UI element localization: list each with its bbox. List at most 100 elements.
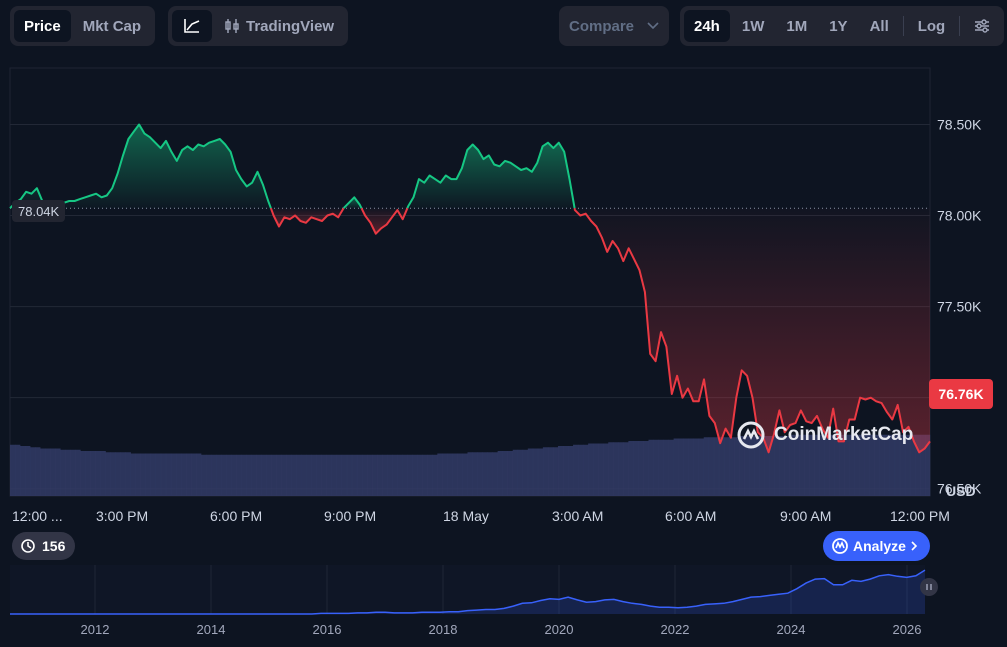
volume-bar	[909, 434, 916, 496]
price-area-up	[10, 124, 271, 209]
volume-bar	[160, 453, 167, 496]
volume-bar	[603, 443, 609, 496]
volume-bar	[507, 451, 514, 496]
volume-bar	[683, 438, 689, 496]
range-1w[interactable]: 1W	[741, 17, 765, 35]
volume-bar	[728, 437, 735, 496]
volume-bar	[366, 454, 373, 496]
volume-bar	[140, 453, 147, 496]
volume-bar	[457, 453, 463, 496]
volume-bar	[55, 448, 61, 496]
volume-bar	[392, 454, 398, 496]
volume-bar	[231, 454, 237, 496]
range-1y[interactable]: 1Y	[829, 17, 848, 35]
volume-bar	[764, 436, 770, 496]
history-badge[interactable]: 156	[12, 532, 76, 560]
volume-bar	[120, 452, 126, 496]
line-chart-button[interactable]	[172, 10, 212, 42]
range-1m[interactable]: 1M	[786, 17, 808, 35]
volume-bar	[673, 438, 679, 496]
overview-chart: 2012 2014 2016 2018 2020 2022 2024 2026	[10, 565, 926, 637]
volume-bar	[542, 447, 549, 496]
volume-bar	[422, 454, 428, 496]
volume-bar	[633, 441, 639, 496]
volume-bar	[779, 436, 785, 496]
volume-bar	[784, 436, 790, 496]
volume-bar	[35, 447, 41, 496]
tab-price[interactable]: Price	[14, 10, 71, 42]
volume-bar	[563, 446, 569, 496]
overview-tick-label: 2026	[893, 622, 922, 637]
baseline-price-label: 78.04K	[12, 200, 66, 222]
tab-mkt-cap[interactable]: Mkt Cap	[82, 17, 142, 35]
metric-toggle: Price Mkt Cap	[10, 6, 156, 46]
history-count: 156	[42, 538, 66, 554]
pause-icon	[926, 584, 932, 590]
volume-bar	[462, 453, 468, 496]
overview-tick-label: 2020	[545, 622, 574, 637]
volume-bar	[658, 439, 664, 496]
volume-bar	[663, 439, 669, 496]
overview-tick-label: 2018	[429, 622, 458, 637]
price-area-up	[343, 197, 362, 209]
overview-bg	[10, 565, 925, 614]
toolbar-divider	[902, 16, 904, 36]
volume-bar	[397, 454, 403, 496]
compare-dropdown[interactable]: Compare	[559, 6, 669, 46]
volume-bar	[859, 434, 865, 496]
volume-bar	[839, 434, 845, 496]
volume-bar	[190, 453, 197, 496]
volume-bar	[206, 454, 212, 496]
volume-bar	[804, 434, 810, 496]
volume-bar	[598, 443, 604, 496]
volume-bar	[824, 434, 830, 496]
price-areas	[10, 124, 930, 453]
volume-bar	[165, 453, 172, 496]
volume-bar	[568, 446, 574, 496]
volume-bar	[844, 434, 850, 496]
volume-bar	[85, 451, 91, 496]
overview-tick-label: 2014	[197, 622, 226, 637]
range-24h[interactable]: 24h	[684, 10, 730, 42]
volume-bar	[814, 434, 820, 496]
volume-bar	[201, 454, 207, 496]
volume-bar	[25, 446, 31, 496]
volume-bar	[351, 454, 358, 496]
volume-bar	[583, 444, 589, 496]
tradingview-button[interactable]: TradingView	[214, 10, 344, 42]
chevron-down-icon	[647, 22, 659, 30]
volume-bar	[135, 453, 142, 496]
volume-bar	[407, 454, 413, 496]
volume-bar	[382, 454, 388, 496]
sliders-icon	[975, 19, 990, 33]
overview-line	[10, 569, 926, 615]
analyze-button[interactable]: Analyze	[823, 531, 930, 561]
x-tick-label: 3:00 AM	[552, 508, 603, 524]
x-tick-label: 9:00 PM	[324, 508, 376, 524]
volume-bar	[809, 434, 815, 496]
volume-bar	[482, 452, 488, 496]
volume-bar	[698, 438, 705, 496]
volume-bar	[708, 437, 715, 496]
price-line-down	[269, 207, 345, 228]
log-scale-button[interactable]: Log	[917, 17, 946, 35]
volume-bar	[371, 454, 378, 496]
x-tick-label: 3:00 PM	[96, 508, 148, 524]
volume-bar	[185, 453, 192, 496]
x-tick-label: 12:00 ...	[12, 508, 63, 524]
volume-bar	[452, 453, 458, 496]
volume-bar	[437, 453, 443, 496]
volume-bar	[80, 451, 86, 496]
y-tick-label: 78.00K	[937, 208, 982, 224]
volume-bar	[316, 454, 322, 496]
candlestick-icon	[225, 19, 239, 33]
volume-bar	[361, 454, 368, 496]
volume-bar	[65, 449, 71, 496]
volume-bar	[754, 436, 760, 496]
volume-bar	[532, 448, 539, 496]
overview-pause-button[interactable]	[920, 578, 938, 596]
range-all[interactable]: All	[869, 17, 889, 35]
chart-settings-button[interactable]	[964, 10, 1000, 42]
